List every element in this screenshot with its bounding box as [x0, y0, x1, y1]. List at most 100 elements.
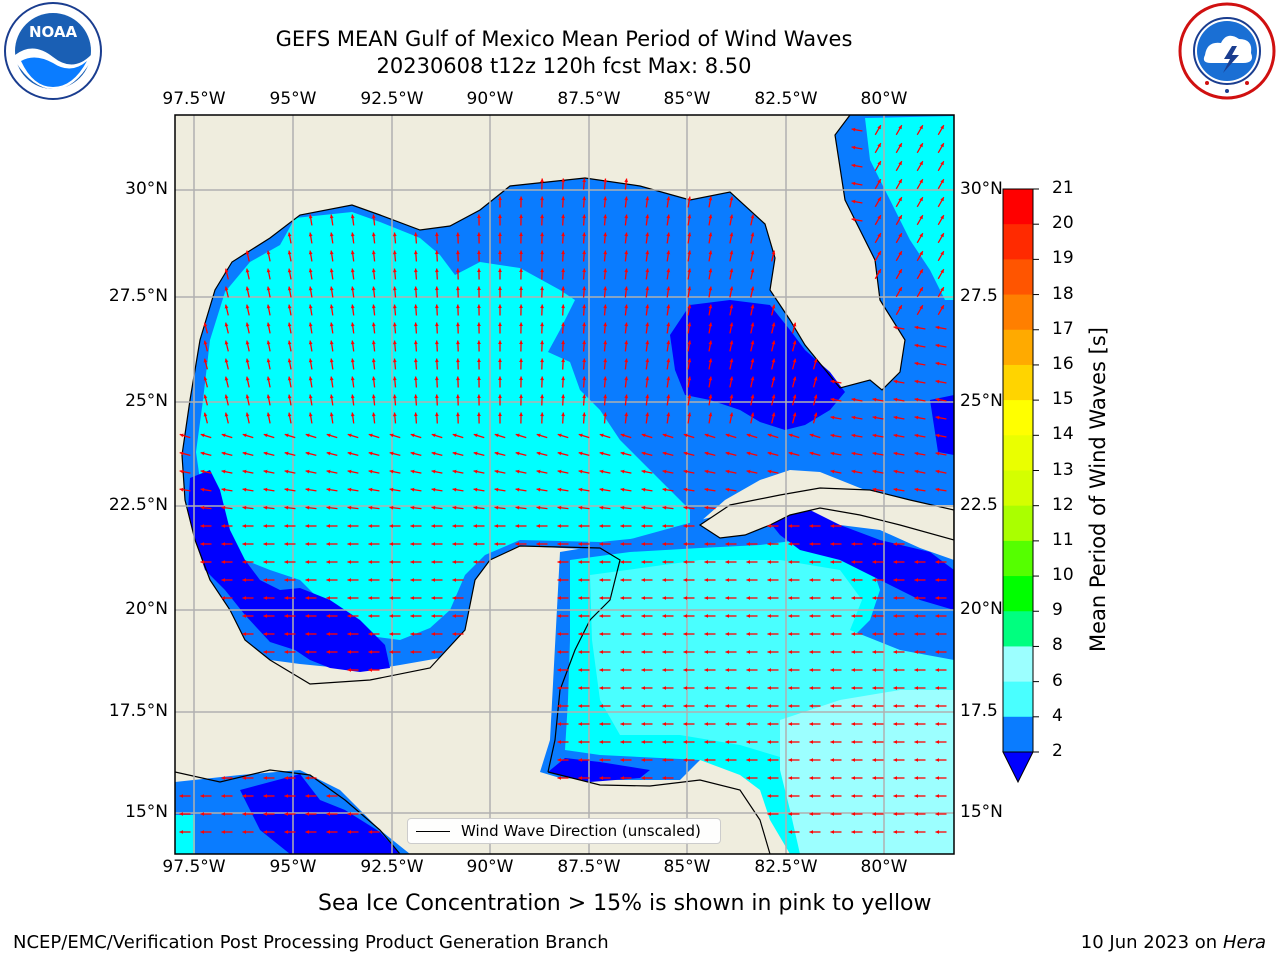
wind-arrow [221, 505, 233, 510]
wind-arrow [557, 578, 569, 582]
wind-arrow [916, 304, 924, 316]
pacific-coastline [175, 769, 401, 854]
wind-arrow [851, 542, 863, 546]
wind-arrow [914, 668, 926, 672]
wind-wave-direction-arrows [179, 124, 947, 834]
wind-arrow [200, 469, 212, 474]
wind-arrow [557, 542, 569, 546]
wind-arrow [582, 250, 587, 262]
credit-text: NCEP/EMC/Verification Post Processing Pr… [13, 932, 609, 953]
wind-arrow [599, 560, 611, 564]
wind-arrow [851, 127, 863, 132]
wind-arrow [914, 740, 926, 744]
wind-arrow [687, 286, 692, 298]
wind-arrow [771, 376, 776, 388]
wind-arrow [704, 451, 716, 457]
wind-arrow [729, 286, 734, 298]
wind-arrow [687, 358, 692, 370]
wind-arrow [935, 397, 947, 402]
lat-right-item: 27.5 [960, 286, 998, 306]
wind-arrow [872, 830, 884, 834]
wind-arrow [410, 578, 422, 582]
wind-arrow [494, 505, 506, 510]
lat-right-item: 20°N [960, 599, 1003, 619]
wind-arrow [809, 830, 821, 834]
wind-arrow [329, 394, 334, 406]
wind-arrow [245, 412, 250, 424]
wind-arrow [662, 686, 674, 690]
wind-arrow [683, 704, 695, 708]
wind-arrow [662, 451, 674, 457]
wind-arrow [725, 542, 737, 546]
wind-arrow [937, 214, 945, 226]
wind-arrow [536, 542, 548, 546]
wind-arrow [874, 124, 882, 136]
wind-arrow [452, 469, 464, 474]
wind-arrow [329, 232, 334, 244]
wind-arrow [935, 433, 947, 438]
wind-arrow [645, 358, 650, 370]
wind-arrow [350, 322, 355, 334]
wind-arrow [519, 196, 523, 208]
wind-arrow [305, 596, 317, 600]
wind-arrow [935, 722, 947, 726]
wind-arrow [662, 740, 674, 744]
wind-arrow [624, 268, 629, 280]
wind-arrow [305, 524, 317, 528]
wind-arrow [683, 722, 695, 726]
wind-arrow [389, 614, 401, 618]
caribbean-waves-8-9 [780, 690, 954, 854]
wind-arrow [578, 596, 590, 600]
wind-arrow [326, 812, 338, 816]
wind-arrow [830, 722, 842, 726]
wind-arrow [914, 722, 926, 726]
wind-arrow [603, 394, 608, 406]
wind-arrow [578, 740, 590, 744]
wind-arrow [895, 196, 903, 208]
wind-arrow [305, 433, 317, 439]
wind-arrow [851, 145, 863, 150]
wind-arrow [389, 487, 401, 492]
wind-arrow [620, 487, 632, 492]
wind-arrow [287, 322, 292, 334]
wind-arrow [624, 304, 629, 316]
wind-arrow [308, 268, 313, 280]
wind-arrow [326, 596, 338, 600]
wind-arrow [666, 340, 671, 352]
wind-arrow [704, 578, 716, 582]
wind-arrow [851, 469, 863, 474]
wind-arrow [221, 812, 233, 816]
wind-arrow [477, 412, 481, 424]
wind-arrow [830, 758, 842, 762]
wind-arrow [767, 469, 779, 474]
wind-arrow [704, 668, 716, 672]
wind-arrow [603, 358, 608, 370]
wind-arrow [557, 524, 569, 528]
wind-arrow [284, 632, 296, 636]
wind-arrow [561, 358, 566, 370]
wind-arrow [284, 524, 296, 528]
wind-arrow [914, 415, 926, 420]
wind-arrow [603, 250, 608, 262]
wind-arrow [242, 433, 254, 439]
lon-bottom-item: 87.5°W [557, 857, 621, 877]
wind-arrow [179, 487, 191, 492]
wind-arrow [895, 250, 903, 262]
wind-arrow [203, 376, 209, 388]
wind-arrow [874, 250, 882, 262]
wind-arrow [540, 286, 544, 298]
wind-arrow [434, 376, 439, 388]
wind-arrow [603, 196, 608, 208]
wind-arrow [179, 794, 191, 798]
wind-arrow [914, 469, 926, 474]
wind-arrow [329, 322, 334, 334]
wind-arrow [872, 397, 884, 402]
wind-arrow [434, 286, 439, 298]
wind-arrow [431, 505, 443, 510]
wind-arrow [431, 614, 443, 618]
wind-arrow [916, 268, 924, 280]
wind-arrow [284, 650, 296, 654]
wind-arrow [410, 542, 422, 546]
wind-arrow [221, 487, 233, 492]
wind-arrow [498, 214, 502, 226]
